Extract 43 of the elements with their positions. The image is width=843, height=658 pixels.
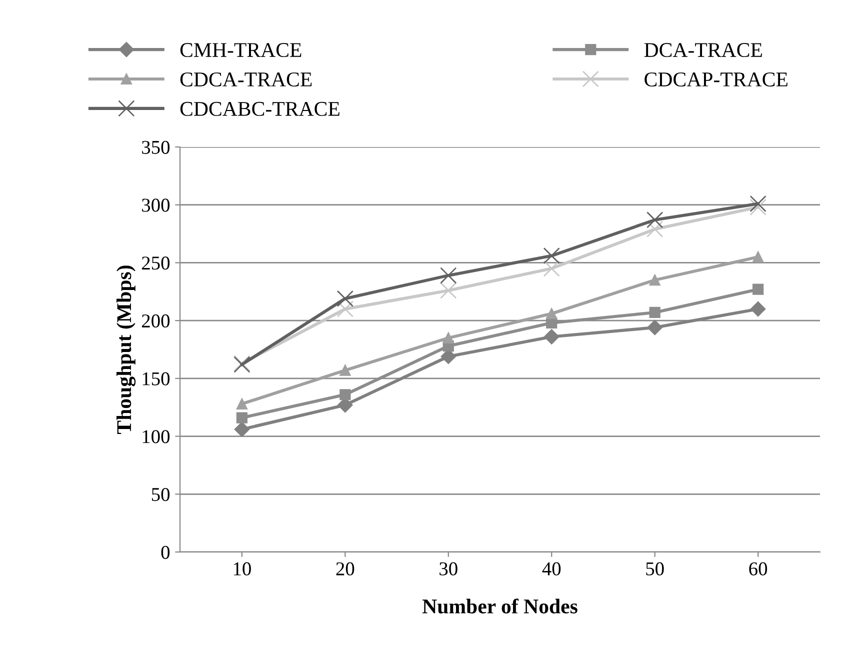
x-tick-label: 20 [336,562,354,576]
x-axis-title: Number of Nodes [422,598,578,614]
y-tick-label: 300 [142,198,170,212]
y-axis-title: Thoughput (Mbps) [116,266,136,434]
point [649,274,660,286]
point [543,260,560,277]
point [544,329,560,344]
legend-label: CDCABC-TRACE [180,102,340,116]
point [752,284,764,295]
point [752,251,764,262]
point [543,247,560,264]
x-tick-label: 60 [749,562,768,576]
y-tick-label: 200 [142,314,170,328]
point [236,412,248,424]
x-tick-label: 40 [542,562,561,576]
point [234,422,250,437]
legend-label: CDCAP-TRACE [644,72,788,86]
point [750,195,766,212]
point [750,301,766,317]
point [340,364,351,376]
point [336,290,354,307]
y-tick-label: 150 [142,372,170,386]
y-tick-label: 250 [142,256,170,270]
point [340,389,351,400]
y-tick-label: 100 [142,430,170,444]
x-tick-label: 50 [646,562,664,576]
point [546,308,558,320]
x-tick-label: 30 [440,562,458,576]
point [440,282,457,299]
y-tick-label: 0 [161,546,170,559]
legend-label: CMH-TRACE [180,43,302,58]
point [236,398,248,410]
point [646,212,664,228]
point [442,332,454,344]
point [647,320,662,336]
y-tick-label: 50 [152,488,170,502]
y-tick-label: 350 [142,140,170,154]
legend-label: CDCA-TRACE [180,72,312,86]
legend-label: DCA-TRACE [644,43,762,58]
point [750,198,766,216]
x-tick-label: 10 [234,562,251,576]
point [649,306,660,318]
point [440,267,457,284]
